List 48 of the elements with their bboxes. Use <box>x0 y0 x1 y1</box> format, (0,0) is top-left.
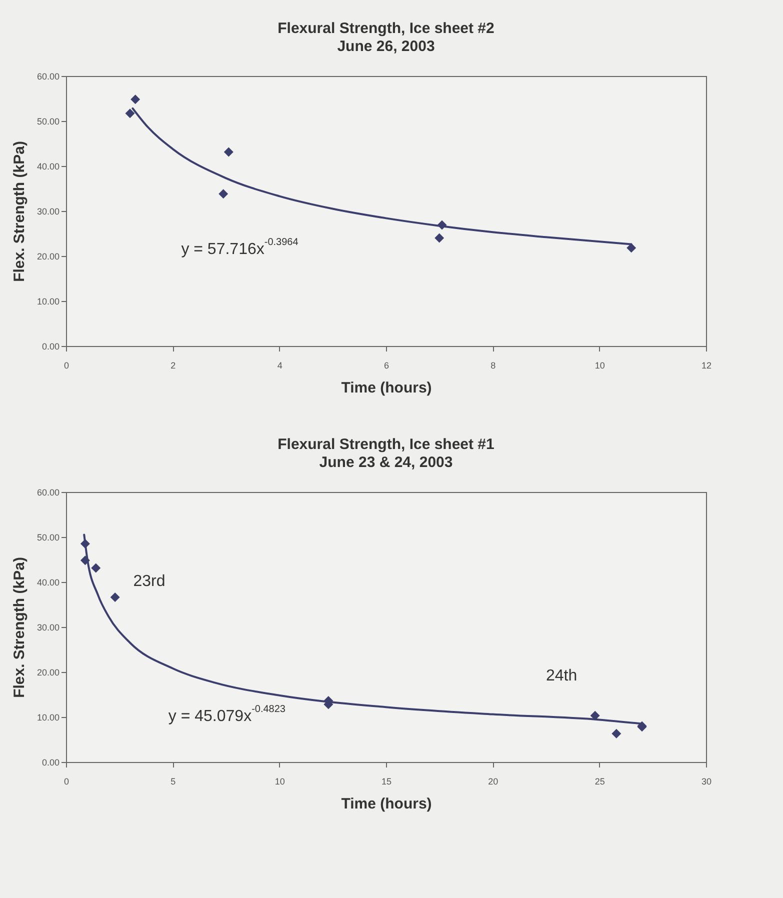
point <box>224 147 234 157</box>
point <box>125 108 135 118</box>
x-tick-label: 0 <box>64 776 70 786</box>
y-axis-title: Flex. Strength (kPa) <box>10 141 28 282</box>
point <box>130 94 140 104</box>
x-tick-label: 10 <box>594 360 605 370</box>
x-tick-label: 8 <box>490 360 496 370</box>
x-tick-label: 25 <box>594 776 605 786</box>
y-tick-label: 40.00 <box>36 578 60 588</box>
x-axis-title: Time (hours) <box>341 380 432 396</box>
x-tick-label: 12 <box>701 360 712 370</box>
x-tick-label: 0 <box>64 360 70 370</box>
x-tick-label: 6 <box>384 360 390 370</box>
y-tick-label: 0.00 <box>42 758 60 768</box>
point <box>590 710 600 720</box>
x-tick-label: 15 <box>381 776 392 786</box>
y-tick-label: 10.00 <box>36 712 60 722</box>
x-axis-title: Time (hours) <box>341 796 432 812</box>
y-tick-label: 20.00 <box>36 252 60 262</box>
annotation: 23rd <box>133 573 166 590</box>
y-tick-label: 0.00 <box>42 342 60 352</box>
point <box>612 728 622 738</box>
point <box>110 592 120 602</box>
x-tick-label: 20 <box>488 776 498 786</box>
x-tick-label: 30 <box>701 776 712 786</box>
y-tick-label: 30.00 <box>36 206 60 216</box>
chart-subtitle: June 26, 2003 <box>337 38 435 55</box>
y-tick-label: 40.00 <box>36 162 60 172</box>
point <box>218 189 228 199</box>
y-tick-label: 60.00 <box>36 72 60 82</box>
y-axis-title: Flex. Strength (kPa) <box>10 557 28 698</box>
y-tick-label: 50.00 <box>36 532 60 542</box>
y-tick-label: 60.00 <box>36 488 60 498</box>
chart-title: Flexural Strength, Ice sheet #1 <box>278 436 494 453</box>
chart-title: Flexural Strength, Ice sheet #2 <box>278 20 494 37</box>
y-tick-label: 30.00 <box>36 622 60 632</box>
x-tick-label: 2 <box>170 360 176 370</box>
point <box>626 243 636 253</box>
point <box>434 233 444 243</box>
annotation: 24th <box>546 668 578 685</box>
x-tick-label: 5 <box>170 776 176 786</box>
chart-subtitle: June 23 & 24, 2003 <box>319 454 453 471</box>
y-tick-label: 10.00 <box>36 296 60 306</box>
y-tick-label: 50.00 <box>36 116 60 126</box>
point <box>91 563 101 573</box>
x-tick-label: 10 <box>274 776 285 786</box>
x-tick-label: 4 <box>277 360 282 370</box>
y-tick-label: 20.00 <box>36 668 60 678</box>
